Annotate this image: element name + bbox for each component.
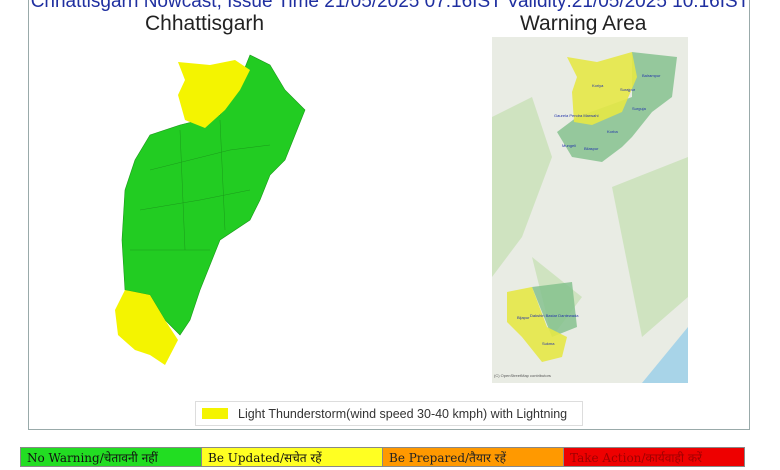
scale-no-warning: No Warning/चेतावनी नहीं: [21, 448, 202, 466]
district-label: Gaurela Pendra Marwahi: [554, 113, 599, 118]
district-label: Balrampur: [642, 73, 661, 78]
page-title: Chhattisgarh Nowcast, Issue Time 21/05/2…: [30, 0, 750, 12]
legend-swatch: [202, 408, 228, 419]
district-label: Sukma: [542, 341, 555, 346]
yellow-south-region: [115, 290, 178, 365]
scale-take-action: Take Action/कार्यवाही करें: [564, 448, 744, 466]
bulletin-frame: [28, 0, 750, 430]
map-legend: Light Thunderstorm(wind speed 30-40 kmph…: [195, 401, 583, 426]
district-label: Surajpur: [620, 87, 636, 92]
scale-be-prepared: Be Prepared/तैयार रहें: [383, 448, 564, 466]
left-map-title: Chhattisgarh: [145, 12, 265, 35]
legend-label: Light Thunderstorm(wind speed 30-40 kmph…: [238, 406, 568, 421]
warning-area-basemap: Koriya Surajpur Balrampur Surguja Gaurel…: [492, 37, 688, 383]
district-label: Bilaspur: [584, 146, 599, 151]
green-region: [121, 54, 306, 336]
chhattisgarh-district-map: [115, 54, 306, 365]
district-label: Koriya: [592, 83, 604, 88]
district-label: Surguja: [632, 106, 647, 111]
district-label: Bijapur: [517, 315, 530, 320]
district-label: Dakshin Bastar Dantewada: [530, 313, 579, 318]
district-label: Mungeli: [562, 143, 576, 148]
yellow-north-region: [178, 60, 250, 128]
map-attribution: (C) OpenStreetMap contributors: [494, 373, 551, 378]
district-label: Korba: [607, 129, 618, 134]
warning-scale: No Warning/चेतावनी नहीं Be Updated/सचेत …: [20, 447, 745, 467]
right-map-title: Warning Area: [520, 12, 647, 35]
scale-be-updated: Be Updated/सचेत रहें: [202, 448, 383, 466]
